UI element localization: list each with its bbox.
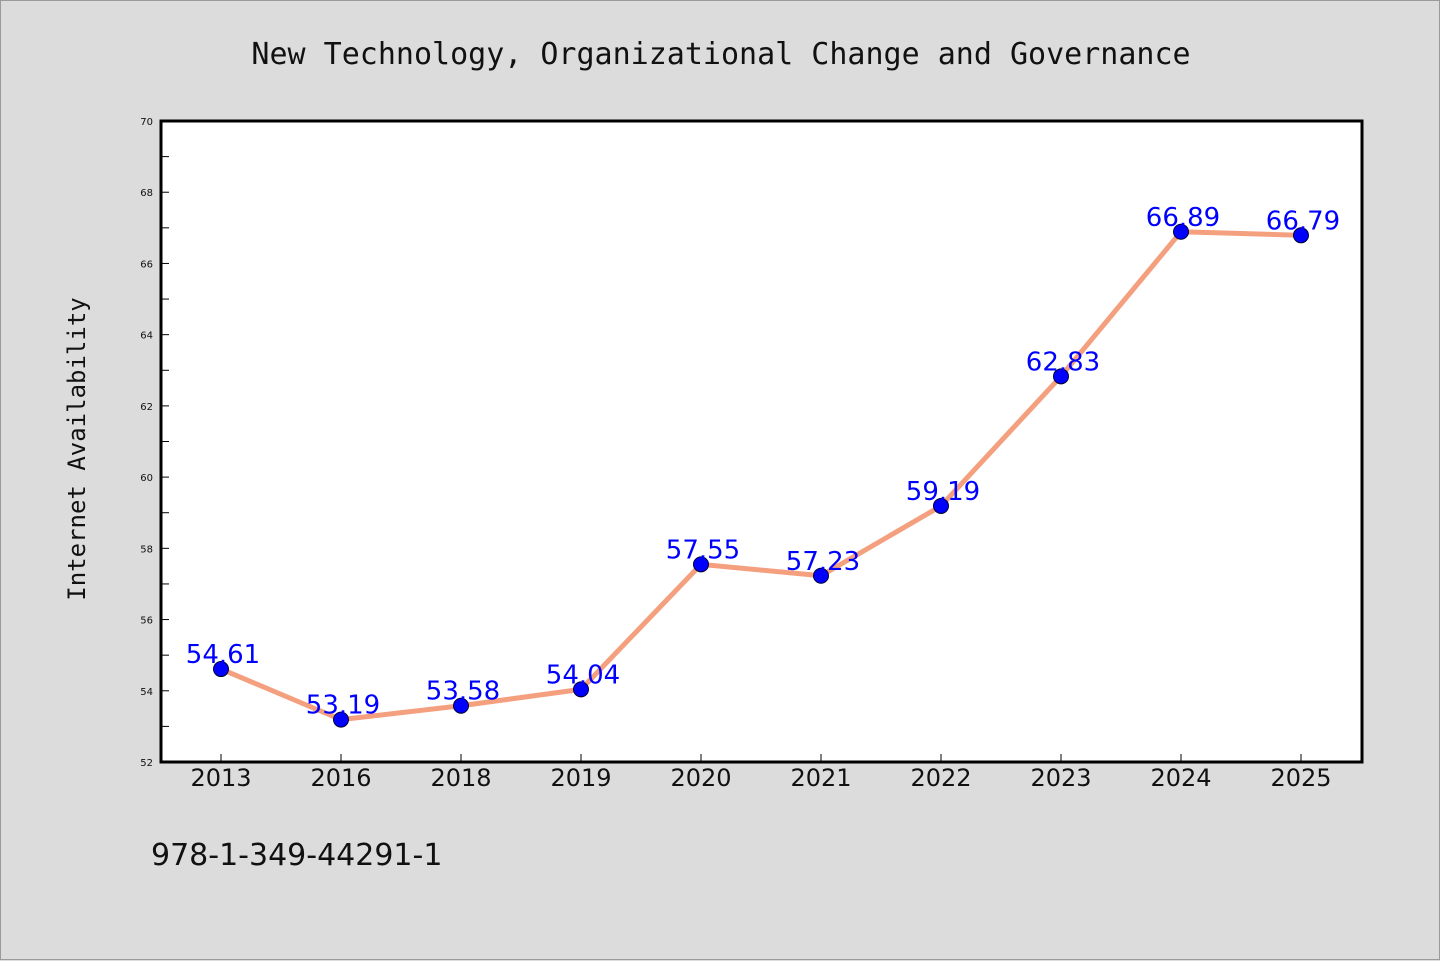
data-point-markers (213, 223, 1309, 728)
x-tick-label: 2013 (190, 764, 251, 792)
data-point (333, 711, 349, 728)
data-point (693, 556, 709, 573)
data-point (1053, 368, 1069, 385)
y-tick-label: 52 (140, 758, 153, 769)
y-tick-label: 68 (140, 188, 153, 199)
data-label: 57.23 (786, 547, 860, 577)
data-label: 66.79 (1266, 206, 1340, 236)
x-tick-label: 2024 (1150, 764, 1211, 792)
data-label: 57.55 (666, 535, 740, 565)
data-label: 66.89 (1146, 203, 1220, 233)
x-tick-label: 2016 (310, 764, 371, 792)
y-tick-label: 64 (140, 331, 153, 342)
data-label: 59.19 (906, 477, 980, 507)
x-tick-label: 2022 (910, 764, 971, 792)
x-tick-label: 2021 (790, 764, 851, 792)
y-tick-label: 58 (140, 544, 153, 555)
data-point (213, 661, 229, 678)
data-point (453, 697, 469, 714)
data-point (573, 681, 589, 698)
data-label: 54.61 (186, 640, 260, 670)
series-line-group (220, 229, 1302, 723)
data-point (813, 567, 829, 584)
y-axis-label: Internet Availability (63, 297, 91, 600)
data-labels: 54.61 53.19 53.58 54.04 57.55 57.23 59.19 62.83… (186, 203, 1340, 721)
x-axis-ticks: 2013 2016 2018 2019 2020 2021 2022 2023 2024 2025 (190, 754, 1332, 792)
data-point (1173, 223, 1189, 240)
chart-title: New Technology, Organizational Change an… (251, 37, 1190, 72)
y-tick-label: 60 (140, 473, 153, 484)
footer-isbn: 978-1-349-44291-1 (151, 838, 442, 873)
plot-area (159, 119, 1364, 764)
x-tick-label: 2020 (670, 764, 731, 792)
y-tick-label: 66 (140, 259, 153, 270)
data-label: 53.19 (306, 691, 380, 721)
x-tick-label: 2023 (1030, 764, 1091, 792)
x-tick-label: 2018 (430, 764, 491, 792)
y-tick-label: 62 (140, 402, 153, 413)
x-tick-label: 2025 (1270, 764, 1331, 792)
series-line (220, 229, 1302, 723)
data-label: 62.83 (1026, 347, 1100, 377)
x-tick-label: 2019 (550, 764, 611, 792)
data-label: 53.58 (426, 677, 500, 707)
data-label: 54.04 (546, 660, 620, 690)
data-point (1293, 227, 1309, 244)
y-tick-label: 70 (140, 117, 153, 128)
y-tick-label: 54 (140, 687, 153, 698)
y-axis-ticks: 52 54 56 58 60 62 64 66 68 70 (140, 117, 169, 769)
y-tick-label: 56 (140, 616, 153, 627)
data-point (933, 497, 949, 514)
